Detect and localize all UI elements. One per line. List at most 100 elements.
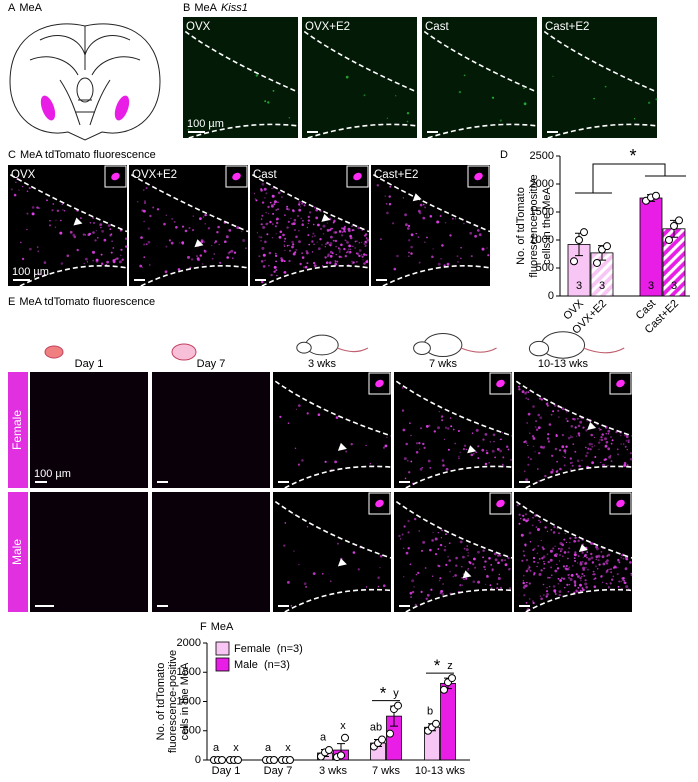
cell [110,251,113,254]
cell [463,222,465,225]
cell [539,416,543,420]
cell [491,568,494,571]
cell [501,432,503,434]
cell [298,404,301,407]
cell [408,251,410,254]
cell [556,460,558,463]
heading-part: MeA tdTomato fluorescence [20,149,156,161]
cell [482,556,484,559]
cell [522,514,525,517]
cell [425,425,429,428]
cell [561,577,563,579]
cell [592,573,594,576]
cell [269,220,272,224]
cell [553,589,557,593]
cell [627,439,630,442]
cell [528,531,532,535]
cell [73,235,77,239]
cell [275,209,278,211]
micrograph [152,372,270,488]
cell [181,225,185,228]
cell [275,233,277,235]
cell [232,257,234,260]
cell [532,556,536,560]
cell [216,231,219,234]
cell [447,427,450,430]
cell [434,553,438,556]
cell [36,246,39,248]
inset-cell [496,379,505,388]
cell [291,240,294,244]
outline [130,173,249,233]
cell [456,255,459,258]
cell [327,253,330,256]
cell [270,273,273,277]
cell [544,526,547,529]
cell [403,525,406,528]
cell [585,567,587,569]
cell [294,447,297,449]
image-label: Cast+E2 [374,169,418,181]
cell [607,447,611,451]
cell [600,436,603,439]
cell [583,575,586,577]
animal-icon [296,334,369,356]
cell [484,560,487,563]
cell [303,582,307,586]
cell [618,580,621,583]
cell [490,564,493,566]
cell [376,184,379,187]
cell [598,563,601,566]
cell [574,536,577,539]
cell [18,189,20,191]
cell [10,188,13,191]
cell [141,209,144,212]
cell [364,233,368,236]
cell [297,215,299,217]
data-point [603,242,611,251]
cell [292,222,296,226]
cell [559,467,562,471]
cell [535,420,538,423]
cell [121,258,124,261]
cell [55,219,57,221]
data-point [394,701,402,710]
image-label: OVX+E2 [305,21,350,33]
cell [218,243,220,246]
cell [92,217,95,219]
cell [541,546,544,549]
cell [497,577,501,580]
cell [616,448,619,451]
cell [312,572,316,575]
cell [427,459,431,463]
cell [446,262,450,266]
y-tick-label: 500 [183,725,201,737]
cell [496,587,499,590]
outline [547,123,658,139]
cell [520,518,522,520]
cell [269,201,272,204]
cell [91,251,94,254]
cell [549,549,553,553]
cell [84,234,87,236]
cell [431,255,434,259]
cell [578,464,581,468]
animal-body [171,343,197,361]
cell [474,234,477,238]
cell [538,573,542,576]
cell [623,580,625,582]
cell [459,451,461,454]
cell [573,557,576,559]
cell [406,120,409,123]
cell [260,260,264,263]
age-label: Day 1 [75,358,104,370]
cell [523,575,525,577]
cell [477,550,480,554]
cell [524,584,528,588]
cell [240,230,243,233]
cell [407,224,411,228]
cell [291,245,294,249]
cell [633,118,636,120]
cell [608,455,611,459]
cell [144,200,146,203]
